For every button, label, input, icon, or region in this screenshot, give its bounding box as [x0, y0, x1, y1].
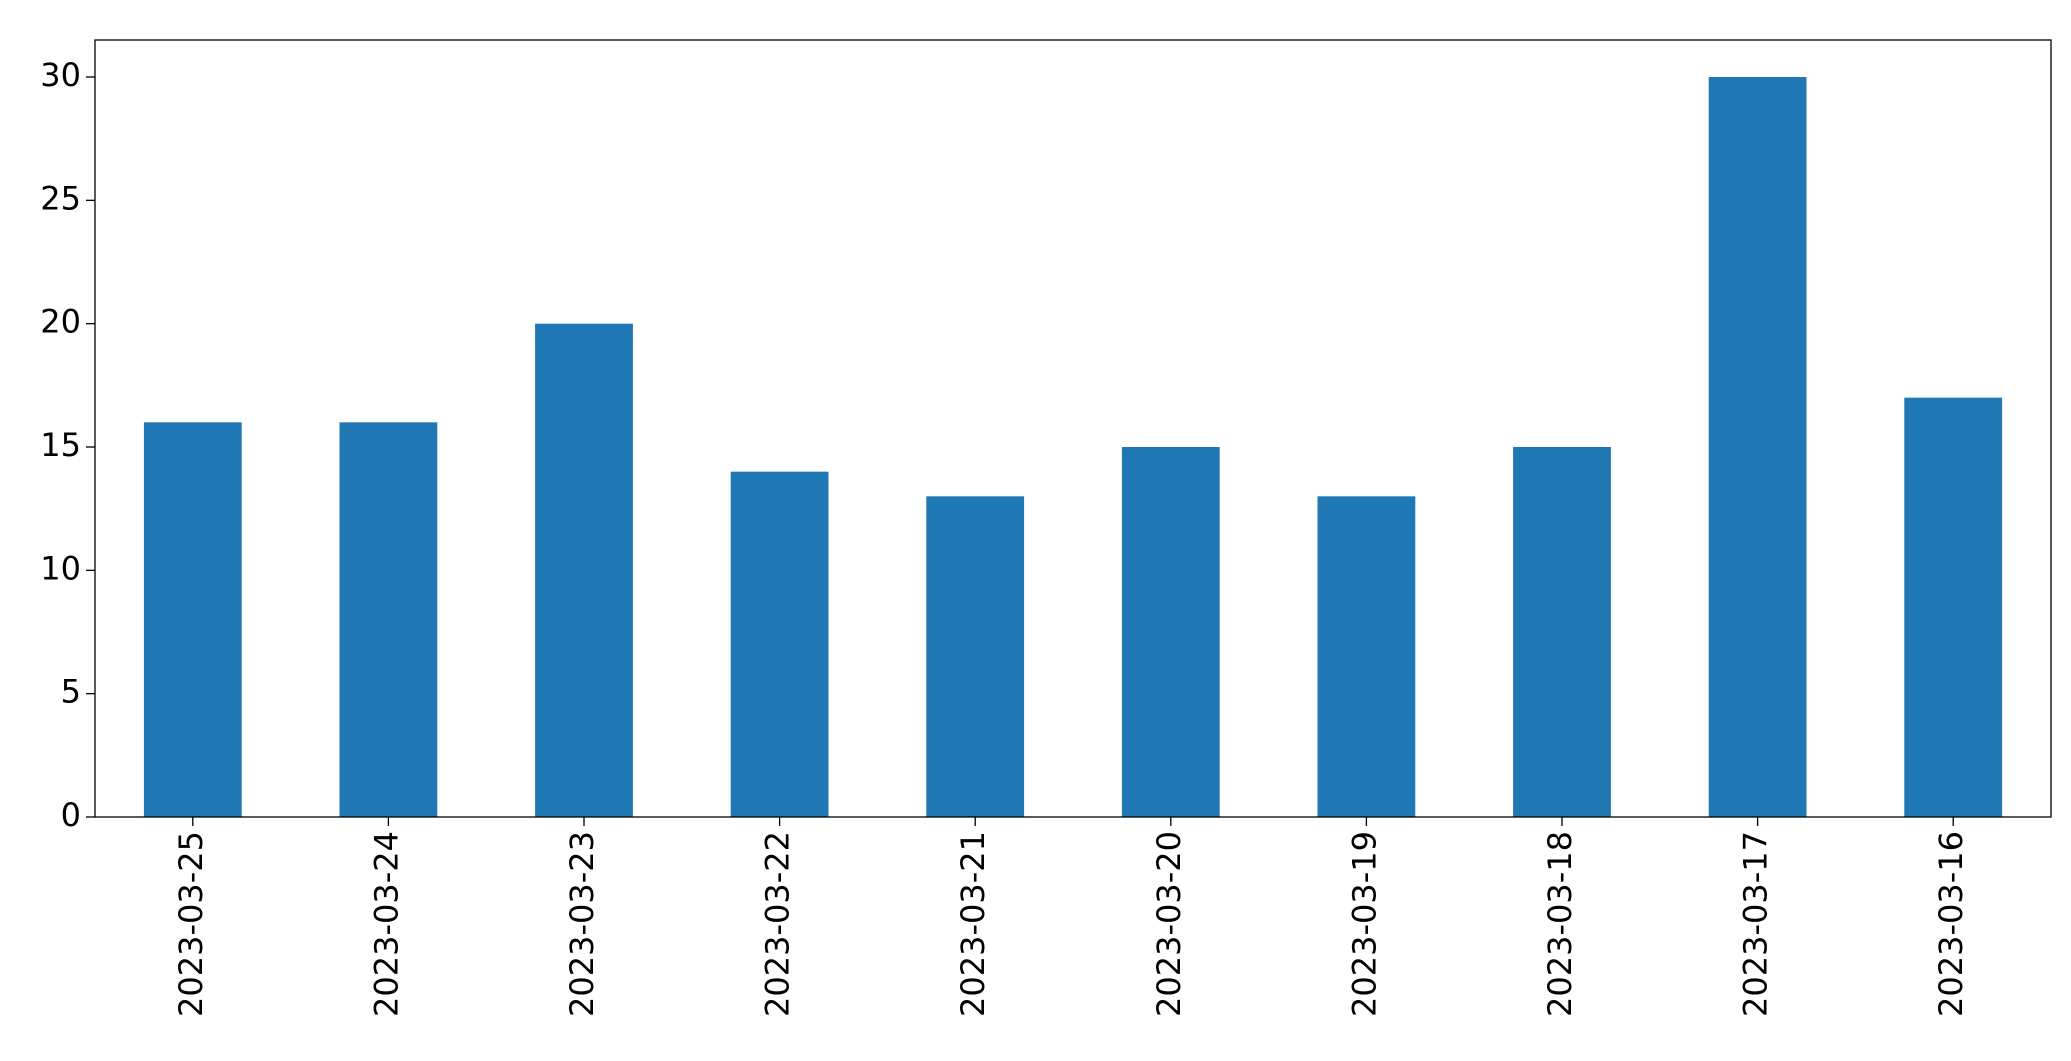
y-tick-label: 10 [40, 549, 81, 587]
bar [1708, 77, 1807, 817]
y-tick-label: 5 [61, 673, 81, 711]
bar [926, 496, 1025, 817]
y-tick-label: 15 [40, 426, 81, 464]
x-tick-label: 2023-03-21 [954, 831, 992, 1017]
bar [1317, 496, 1416, 817]
bar [1121, 447, 1220, 817]
x-tick-label: 2023-03-23 [563, 831, 601, 1017]
x-tick-label: 2023-03-18 [1541, 831, 1579, 1017]
x-tick-label: 2023-03-19 [1345, 831, 1383, 1017]
axes-frame [94, 39, 2052, 818]
bar [535, 323, 633, 817]
x-tick-label: 2023-03-22 [759, 831, 797, 1017]
x-tick-label: 2023-03-25 [172, 831, 210, 1017]
bar [1904, 397, 2003, 817]
x-tick-label: 2023-03-17 [1737, 831, 1775, 1017]
y-tick-label: 30 [40, 56, 81, 94]
bar [730, 471, 829, 817]
x-tick-label: 2023-03-24 [367, 831, 405, 1017]
bar [143, 422, 242, 817]
bar [339, 422, 438, 817]
bar [1513, 447, 1611, 817]
x-tick-label: 2023-03-16 [1932, 831, 1970, 1017]
y-tick-label: 0 [61, 796, 81, 834]
x-tick-label: 2023-03-20 [1150, 831, 1188, 1017]
y-tick-label: 20 [40, 303, 81, 341]
y-tick-label: 25 [40, 179, 81, 217]
